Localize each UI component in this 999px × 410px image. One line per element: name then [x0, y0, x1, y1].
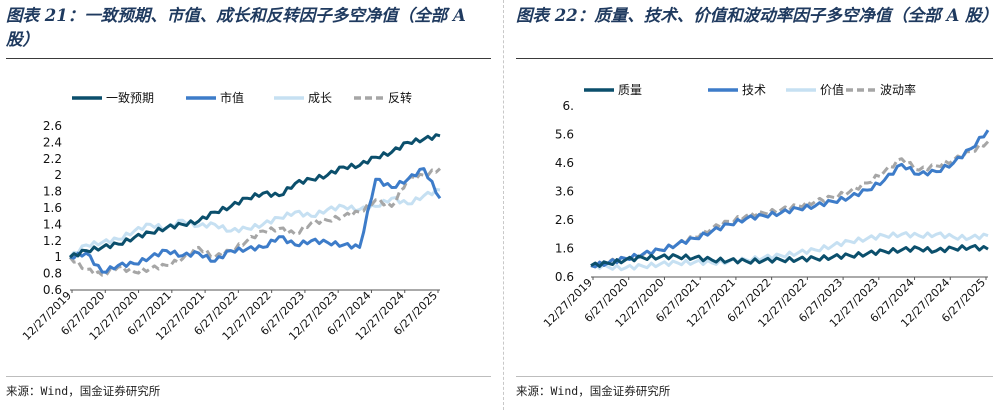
panel-divider — [503, 0, 504, 410]
y-tick-label: 2.2 — [43, 152, 62, 166]
y-tick-label: 5.6 — [555, 128, 574, 142]
footer-divider — [516, 376, 993, 377]
legend-label: 反转 — [388, 90, 412, 105]
y-tick-label: 2.6 — [555, 213, 574, 227]
legend-label: 一致预期 — [106, 91, 154, 105]
right-line-chart: 质量 技术 价值 波动率6.5.64.63.62.61.60.612/27/20196… — [541, 82, 990, 330]
legend-label: 技术 — [742, 83, 766, 97]
left-source-note: 来源：Wind，国金证券研究所 — [6, 384, 161, 398]
series-line — [69, 167, 442, 274]
y-tick-label: 0.6 — [555, 270, 574, 284]
right-chart-title: 图表 22：质量、技术、价值和波动率因子多空净值（全部 A 股） — [516, 6, 998, 25]
series-line — [590, 244, 989, 268]
y-tick-label: 4.6 — [555, 156, 574, 170]
series-line — [590, 231, 989, 272]
title-divider — [516, 58, 993, 59]
left-chart-title: 图表 21：一致预期、市值、成长和反转因子多空净值（全部 A 股） — [6, 6, 466, 49]
series-line — [68, 167, 442, 277]
y-tick-label: 6. — [563, 99, 574, 113]
y-tick-label: 1.4 — [43, 217, 62, 231]
series-line — [68, 187, 441, 259]
series-line — [590, 129, 990, 269]
legend-label: 质量 — [618, 83, 642, 97]
title-divider — [6, 58, 491, 59]
y-tick-label: 0.6 — [43, 283, 62, 297]
y-tick-label: 3.6 — [555, 185, 574, 199]
footer-divider — [6, 376, 491, 377]
y-tick-label: 2.4 — [43, 135, 62, 149]
y-tick-label: 1.8 — [43, 185, 62, 199]
y-tick-label: 2.6 — [43, 119, 62, 133]
series-line — [68, 133, 441, 259]
y-tick-label: 1.6 — [43, 201, 62, 215]
legend-label: 价值 — [820, 82, 844, 97]
y-tick-label: 1.6 — [555, 242, 574, 256]
y-tick-label: 0.8 — [43, 267, 62, 281]
y-tick-label: 1 — [54, 250, 62, 264]
right-source-note: 来源：Wind，国金证券研究所 — [516, 384, 671, 398]
y-tick-label: 2 — [54, 168, 62, 182]
left-chart-panel: 图表 21：一致预期、市值、成长和反转因子多空净值（全部 A 股） 一致预期 市值… — [0, 0, 497, 410]
right-chart-panel: 图表 22：质量、技术、价值和波动率因子多空净值（全部 A 股） 质量 技术 价值 波… — [510, 0, 999, 410]
y-tick-label: 1.2 — [43, 234, 62, 248]
legend-label: 波动率 — [880, 82, 916, 97]
legend-label: 市值 — [220, 90, 244, 105]
legend-label: 成长 — [308, 91, 332, 105]
series-line — [590, 140, 990, 269]
left-line-chart: 一致预期 市值 成长 反转2.62.42.221.81.61.41.210.80.61… — [20, 90, 442, 343]
